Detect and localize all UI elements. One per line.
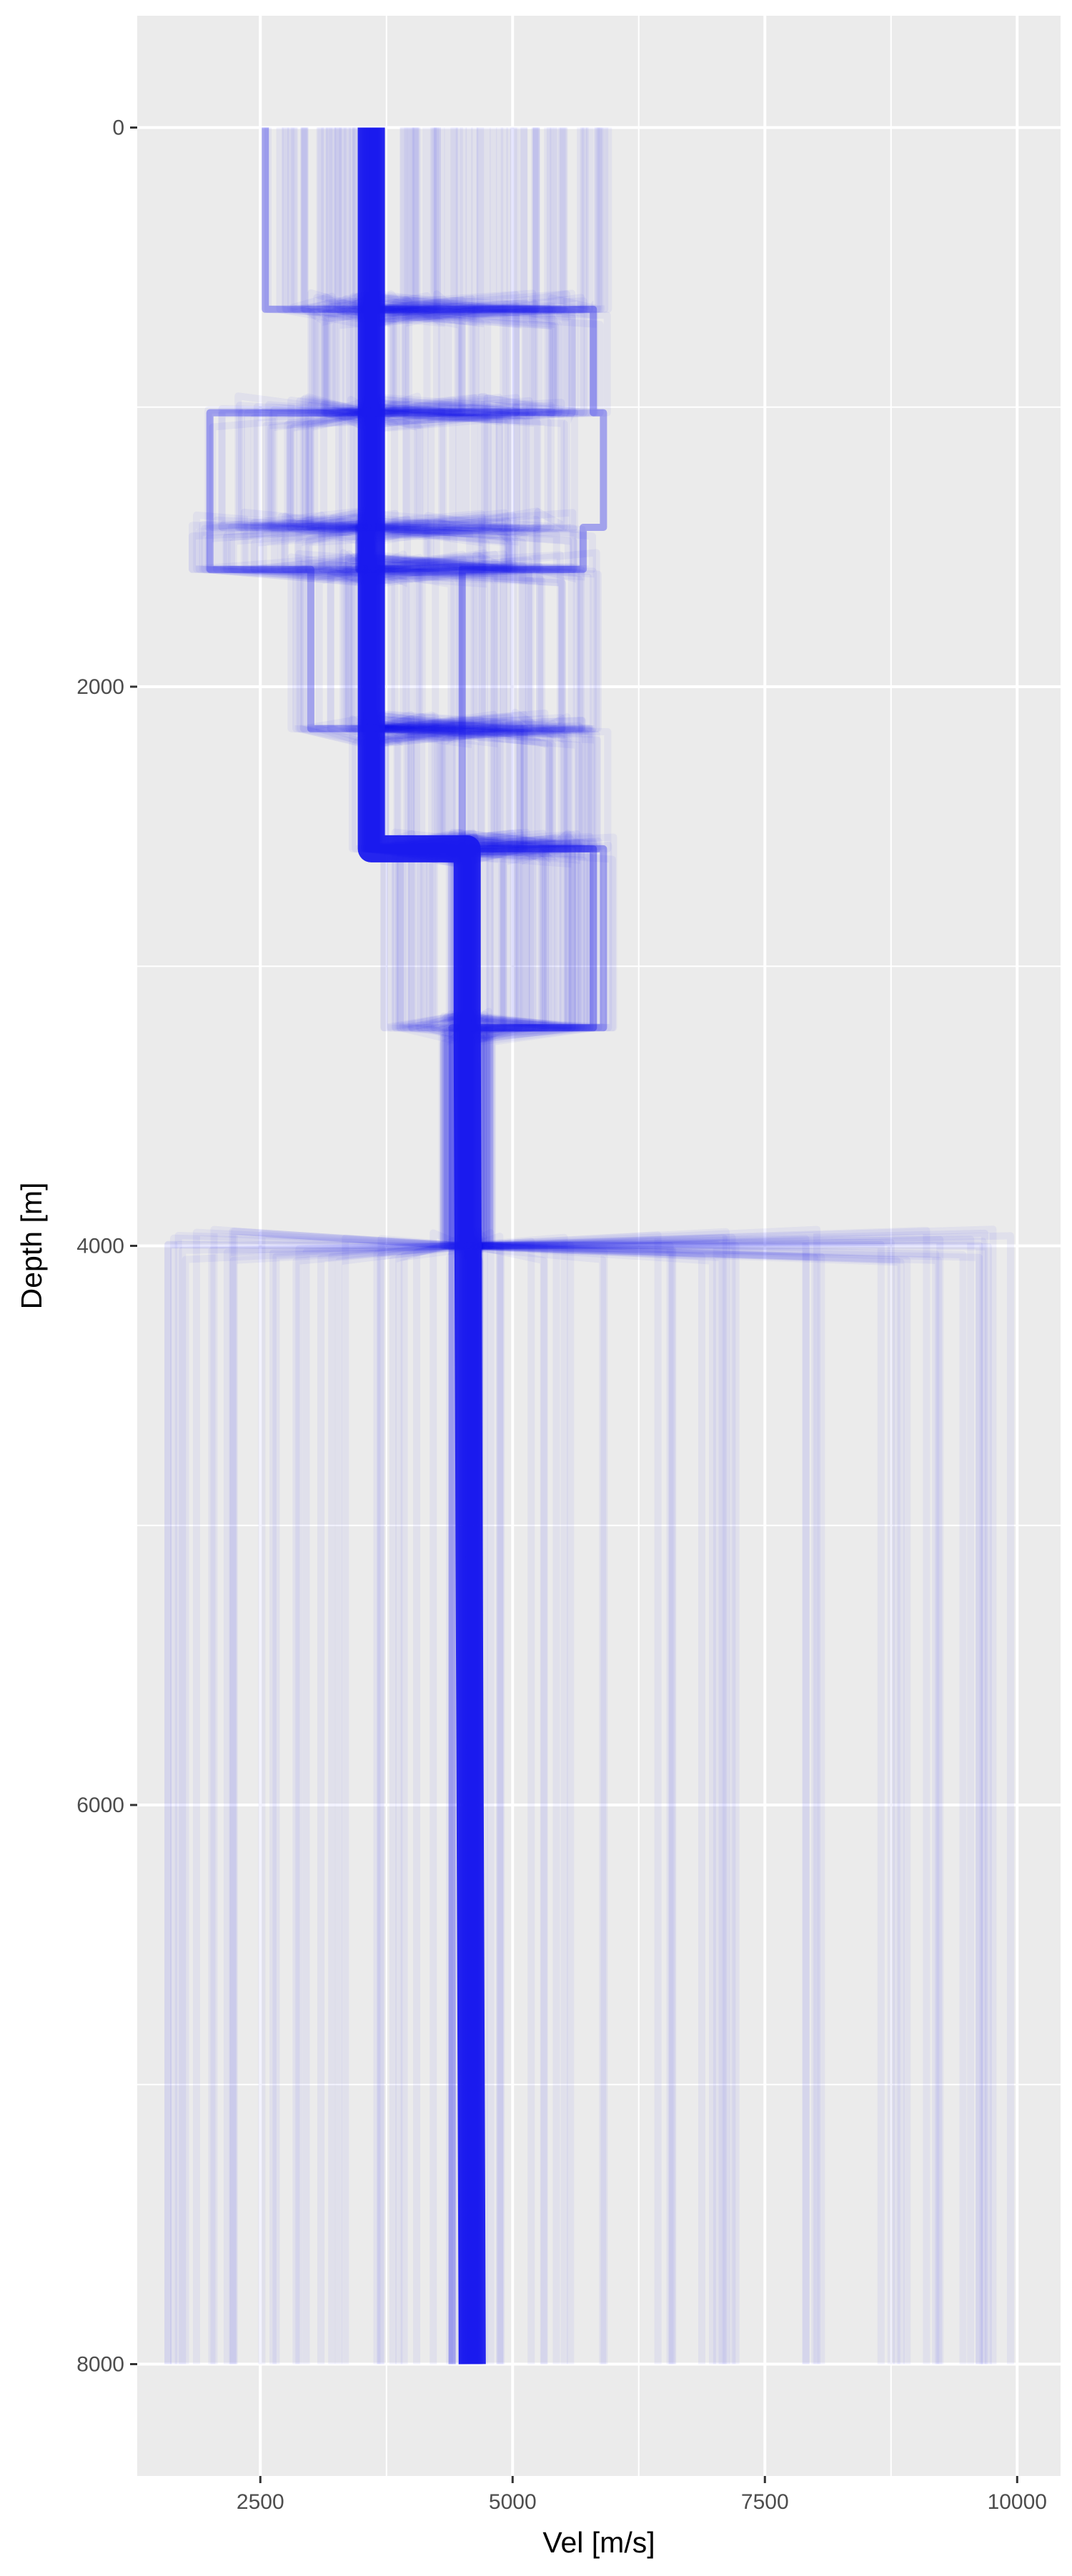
ensemble-line: [315, 127, 819, 2364]
x-tick-label: 7500: [741, 2490, 789, 2514]
x-tick-label: 10000: [988, 2490, 1047, 2514]
main-trace: [357, 127, 486, 2364]
x-tick-label: 2500: [237, 2490, 284, 2514]
x-axis: 2500 5000 7500 10000: [237, 2476, 1047, 2514]
y-tick-label: 6000: [76, 1794, 124, 1817]
y-tick-label: 4000: [76, 1235, 124, 1258]
ensemble-line: [277, 127, 571, 2364]
x-axis-title: Vel [m/s]: [542, 2526, 655, 2559]
y-tick-label: 2000: [76, 675, 124, 699]
y-axis-title: Depth [m]: [15, 1183, 48, 1310]
x-tick-label: 5000: [489, 2490, 537, 2514]
y-axis: 0 2000 4000 6000 8000: [76, 116, 137, 2377]
y-tick-label: 8000: [76, 2353, 124, 2377]
grid-major: [137, 16, 1061, 2476]
series-line: [262, 127, 607, 2364]
y-tick-label: 0: [112, 116, 124, 140]
ensemble-line: [282, 127, 607, 2364]
ensemble-line: [365, 127, 605, 2364]
ensemble-line: [282, 127, 508, 2364]
main-trace-line: [357, 127, 486, 2364]
series-line: [206, 127, 597, 2364]
